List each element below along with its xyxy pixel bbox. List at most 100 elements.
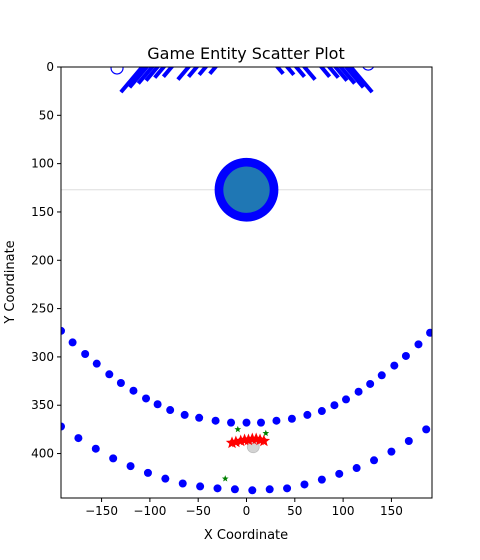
- x-tick-label: 50: [287, 504, 302, 518]
- player-star: [234, 434, 247, 447]
- lower-arc-point: [387, 447, 396, 456]
- y-axis-label: Y Coordinate: [3, 240, 18, 324]
- x-tick-label: 0: [243, 504, 251, 518]
- upper-arc-point: [330, 401, 339, 410]
- pickup-star: [234, 425, 242, 433]
- spike-mark: [338, 67, 357, 85]
- spike-mark: [119, 67, 145, 94]
- pickup-star: [262, 429, 270, 437]
- x-axis-label: X Coordinate: [204, 528, 288, 543]
- lower-arc-point: [300, 480, 309, 489]
- y-tick-label: 350: [31, 398, 54, 412]
- lower-arc-point: [370, 456, 379, 465]
- lower-arc-point: [74, 434, 83, 443]
- x-tick-label: 150: [380, 504, 403, 518]
- player-star: [225, 436, 239, 449]
- spike-mark: [176, 67, 192, 81]
- y-tick-label: 100: [31, 157, 54, 171]
- y-tick-label: 250: [31, 302, 54, 316]
- lower-arc-point: [404, 436, 413, 445]
- y-tick-label: 200: [31, 253, 54, 267]
- upper-arc-point: [105, 370, 114, 379]
- upper-arc-point: [180, 410, 189, 419]
- upper-arc-point: [256, 418, 265, 427]
- lower-arc-point: [248, 486, 257, 495]
- upper-arc-point: [390, 361, 399, 370]
- y-tick-label: 0: [46, 60, 54, 74]
- upper-arc-point: [227, 418, 236, 427]
- x-tick-label: 100: [332, 504, 355, 518]
- spike-mark: [161, 67, 175, 78]
- upper-arc-point: [287, 414, 296, 423]
- spike-mark: [144, 67, 161, 82]
- lower-arc-point: [126, 462, 135, 471]
- spike-mark: [332, 67, 349, 82]
- lower-arc-point: [317, 475, 326, 484]
- x-tick-label: −100: [133, 504, 166, 518]
- upper-arc-point: [92, 359, 101, 368]
- y-tick-label: 50: [39, 108, 54, 122]
- player-star: [242, 433, 255, 446]
- upper-arc-point: [426, 328, 432, 337]
- upper-arc-point: [166, 406, 175, 415]
- plot-area: [61, 67, 432, 498]
- spike-mark: [343, 67, 365, 89]
- lower-arc-point: [143, 468, 152, 477]
- x-tick-label: −150: [85, 504, 118, 518]
- lower-arc-point: [283, 484, 292, 493]
- upper-arc-point: [272, 416, 281, 425]
- spike-mark: [187, 67, 200, 78]
- upper-arc-point: [366, 379, 375, 388]
- upper-arc-point: [68, 338, 77, 347]
- spike-mark: [326, 67, 340, 79]
- x-axis: −150 −100 −50 0 50 100 150: [85, 498, 403, 518]
- lower-arc-point: [178, 479, 187, 488]
- upper-arc-point: [242, 418, 251, 427]
- y-axis: 0 50 100 150 200 250 300 350 400: [31, 60, 61, 461]
- spike-mark: [136, 67, 155, 85]
- upper-arc-point: [401, 351, 410, 360]
- hollow-circle-mark: [362, 67, 375, 71]
- pickup-star: [221, 475, 229, 482]
- lower-arc-point: [161, 474, 170, 483]
- lower-arc-point: [352, 464, 361, 473]
- upper-arc-point: [211, 416, 220, 425]
- upper-arc-point: [414, 340, 423, 349]
- player-star: [257, 434, 271, 447]
- x-tick-label: −50: [186, 504, 211, 518]
- spike-mark: [301, 67, 317, 81]
- spike-mark: [293, 67, 306, 78]
- upper-arc-point: [195, 413, 204, 422]
- upper-arc-point: [142, 394, 151, 403]
- upper-arc-point: [377, 371, 386, 380]
- lower-arc-point: [91, 444, 100, 453]
- lower-arc-point: [213, 484, 222, 493]
- y-tick-label: 150: [31, 205, 54, 219]
- spike-mark: [197, 67, 209, 77]
- lower-arc-point: [61, 422, 65, 431]
- upper-arc-point: [61, 326, 65, 335]
- upper-arc-point: [116, 379, 125, 388]
- spike-mark: [153, 67, 167, 79]
- lower-arc-point: [196, 482, 205, 491]
- upper-arc-point: [317, 407, 326, 416]
- lower-arc-point: [422, 425, 431, 434]
- player-star: [229, 435, 243, 448]
- upper-arc-point: [153, 400, 162, 409]
- upper-arc-point: [354, 387, 363, 396]
- upper-arc-point: [342, 395, 351, 404]
- spike-mark: [274, 67, 285, 76]
- data-marks: [61, 67, 432, 495]
- upper-arc-point: [81, 350, 90, 359]
- lower-arc-point: [335, 469, 344, 478]
- spike-mark: [284, 67, 296, 77]
- spike-mark: [318, 67, 332, 78]
- lower-arc-point: [109, 454, 118, 463]
- orb-core: [223, 166, 270, 213]
- lower-arc-point: [265, 485, 274, 494]
- upper-arc-point: [303, 410, 312, 419]
- spike-mark: [348, 67, 374, 94]
- y-tick-label: 300: [31, 350, 54, 364]
- lower-arc-point: [230, 485, 239, 494]
